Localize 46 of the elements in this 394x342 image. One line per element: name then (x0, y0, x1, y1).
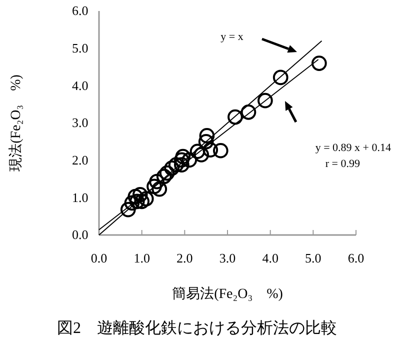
x-axis-title: 簡易法(Fe₂O₃ %) (172, 286, 284, 302)
point (175, 148, 191, 164)
y-axis-title: 現法(Fe₂O₃ %) (8, 74, 24, 172)
point (212, 142, 228, 158)
point (311, 56, 327, 71)
point (182, 152, 198, 168)
point (272, 70, 288, 86)
point (138, 191, 154, 206)
point (152, 181, 168, 197)
y-tick-label: 5.0 (72, 40, 88, 56)
y-tick-label: 1.0 (72, 190, 88, 205)
point (120, 202, 136, 218)
point (174, 157, 190, 172)
x-tick-label: 0.0 (90, 250, 108, 266)
point (199, 128, 215, 144)
y-tick-label: 2.0 (72, 152, 88, 168)
point (240, 104, 256, 120)
point (258, 92, 273, 108)
y-tick-label: 0.0 (72, 227, 88, 242)
x-tick-label: 5.0 (305, 250, 322, 266)
point (159, 165, 175, 181)
point (146, 178, 162, 194)
point (128, 188, 144, 204)
y-tick-label: 4.0 (72, 78, 88, 93)
y-tick-label: 6.0 (72, 3, 88, 18)
x-tick-label: 6.0 (348, 250, 364, 266)
annotation: y = 0.89 x + 0.14 (315, 142, 392, 154)
point (198, 134, 214, 150)
point (228, 109, 243, 125)
point (134, 194, 150, 210)
point (202, 142, 218, 158)
x-tick-label: 2.0 (176, 250, 193, 266)
y-tick-label: 3.0 (72, 115, 88, 130)
point (124, 195, 140, 211)
point (156, 168, 172, 184)
x-tick-label: 1.0 (134, 250, 150, 266)
annotation: y = x (220, 31, 244, 43)
point (132, 187, 148, 202)
annotation: r = 0.99 (325, 158, 360, 170)
x-tick-label: 4.0 (262, 250, 278, 266)
point (149, 174, 164, 190)
point (164, 160, 180, 176)
text: 図2 遊離酸化鉄における分析法の比較 (57, 319, 337, 337)
point (190, 144, 206, 160)
x-tick-label: 3.0 (219, 250, 236, 266)
point (194, 147, 210, 162)
